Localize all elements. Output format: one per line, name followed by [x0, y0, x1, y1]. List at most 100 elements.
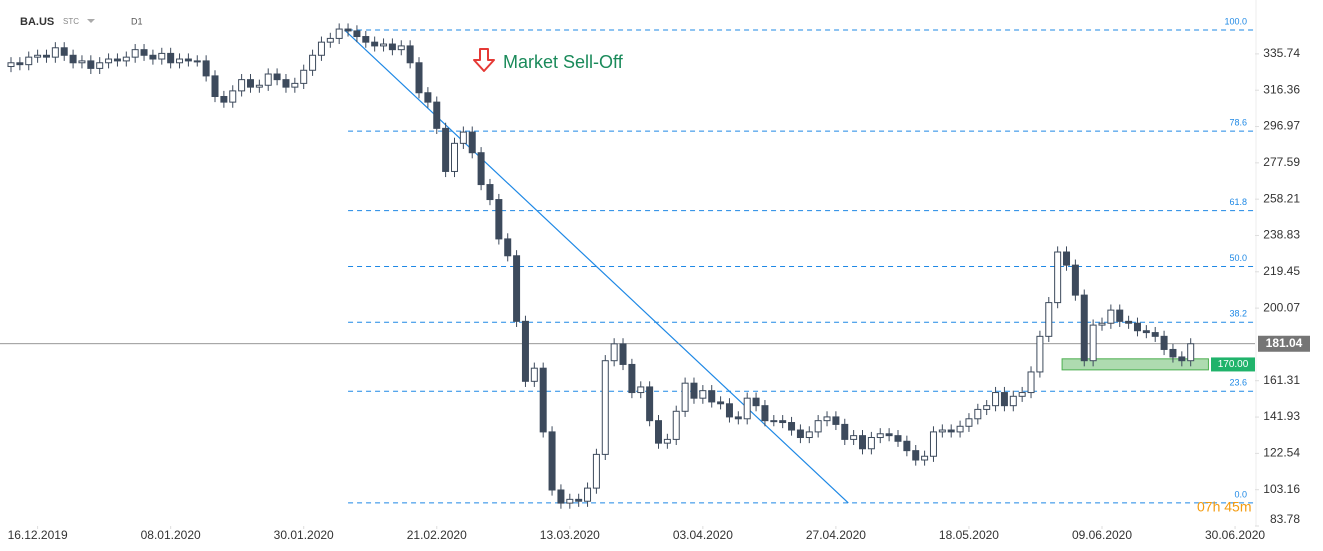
candle-body	[1125, 320, 1133, 324]
candle-body	[690, 382, 698, 399]
candle-body	[619, 343, 627, 365]
candle-body	[1151, 332, 1159, 337]
x-tick-label: 03.04.2020	[673, 528, 733, 542]
candle-body	[521, 320, 529, 382]
candle-body	[291, 82, 299, 88]
timeframe[interactable]: D1	[131, 16, 143, 26]
candle-body	[1098, 322, 1106, 326]
candle-body	[557, 489, 565, 504]
candle-body	[176, 58, 184, 64]
candle-body	[433, 101, 441, 129]
fib-label: 61.8	[1229, 197, 1247, 207]
countdown: 07h 45m	[1197, 499, 1251, 515]
candle-body	[655, 420, 663, 444]
candle-body	[158, 52, 166, 60]
candle-body	[672, 410, 680, 440]
candle-body	[282, 79, 290, 88]
candle-body	[1027, 371, 1035, 394]
candle-body	[69, 54, 77, 64]
candle-body	[1036, 335, 1044, 373]
last-price-label: 181.04	[1266, 336, 1303, 350]
candle-body	[1160, 335, 1168, 350]
candle-body	[371, 41, 379, 47]
candle-body	[921, 455, 929, 461]
candle-body	[779, 420, 787, 424]
candle-body	[149, 54, 157, 60]
fib-label: 38.2	[1229, 309, 1247, 319]
candle-body	[264, 73, 272, 86]
candle-body	[823, 416, 831, 422]
candle-body	[1142, 330, 1150, 334]
x-tick-label: 30.01.2020	[274, 528, 334, 542]
y-tick-label: 316.36	[1263, 82, 1300, 96]
fib-label: 50.0	[1229, 253, 1247, 263]
candle-body	[530, 367, 538, 382]
y-tick-label: 161.31	[1263, 373, 1300, 387]
source[interactable]: STC	[63, 17, 79, 26]
support-zone	[1061, 358, 1209, 371]
candle-body	[122, 56, 130, 62]
candle-body	[309, 54, 317, 71]
x-tick-label: 21.02.2020	[407, 528, 467, 542]
trendline	[344, 29, 849, 504]
candle-body	[406, 45, 414, 64]
candle-body	[229, 90, 237, 103]
candle-body	[867, 437, 875, 450]
candle-body	[415, 62, 423, 94]
candle-body	[965, 418, 973, 427]
zone-price-box	[1211, 357, 1255, 372]
candle-body	[504, 238, 512, 257]
fib-label: 23.6	[1229, 378, 1247, 388]
candle-body	[956, 425, 964, 433]
y-tick-label: 335.74	[1263, 46, 1300, 60]
candle-body	[7, 62, 15, 68]
candle-body	[184, 58, 192, 62]
candle-body	[344, 28, 352, 32]
candle-body	[832, 416, 840, 425]
candle-body	[513, 255, 521, 322]
candle-body	[113, 58, 121, 62]
y-tick-label: 296.97	[1263, 119, 1300, 133]
candle-body	[601, 360, 609, 455]
sell-off-icon	[473, 48, 495, 72]
candle-body	[805, 431, 813, 439]
candle-body	[717, 401, 725, 405]
candle-body	[450, 142, 458, 172]
candle-body	[1009, 395, 1017, 407]
candle-body	[459, 131, 467, 144]
candle-body	[335, 28, 343, 39]
candle-body	[1000, 392, 1008, 407]
candle-body	[637, 386, 645, 394]
candle-body	[646, 386, 654, 422]
candle-body	[34, 54, 42, 58]
candle-body	[380, 43, 388, 47]
candle-body	[1054, 251, 1062, 304]
dropdown-caret[interactable]	[87, 19, 95, 23]
candle-body	[752, 397, 760, 407]
candle-body	[468, 131, 476, 154]
candle-body	[255, 84, 263, 88]
candle-body	[42, 54, 50, 58]
candle-body	[885, 433, 893, 437]
x-tick-label: 18.05.2020	[939, 528, 999, 542]
symbol: BA.US	[20, 16, 54, 28]
y-tick-label: 238.83	[1263, 228, 1300, 242]
fib-label: 0.0	[1234, 489, 1247, 499]
y-tick-label: 219.45	[1263, 264, 1300, 278]
candle-body	[105, 58, 113, 64]
candle-body	[734, 416, 742, 420]
candle-body	[1187, 343, 1195, 362]
x-tick-label: 09.06.2020	[1072, 528, 1132, 542]
candle-body	[539, 367, 547, 433]
candle-body	[743, 397, 751, 420]
candle-body	[894, 435, 902, 442]
candle-body	[983, 405, 991, 410]
candle-body	[131, 49, 139, 58]
y-tick-label: 122.54	[1263, 446, 1300, 460]
candle-body	[1089, 324, 1097, 362]
candle-body	[566, 498, 574, 504]
candle-body	[96, 62, 104, 69]
